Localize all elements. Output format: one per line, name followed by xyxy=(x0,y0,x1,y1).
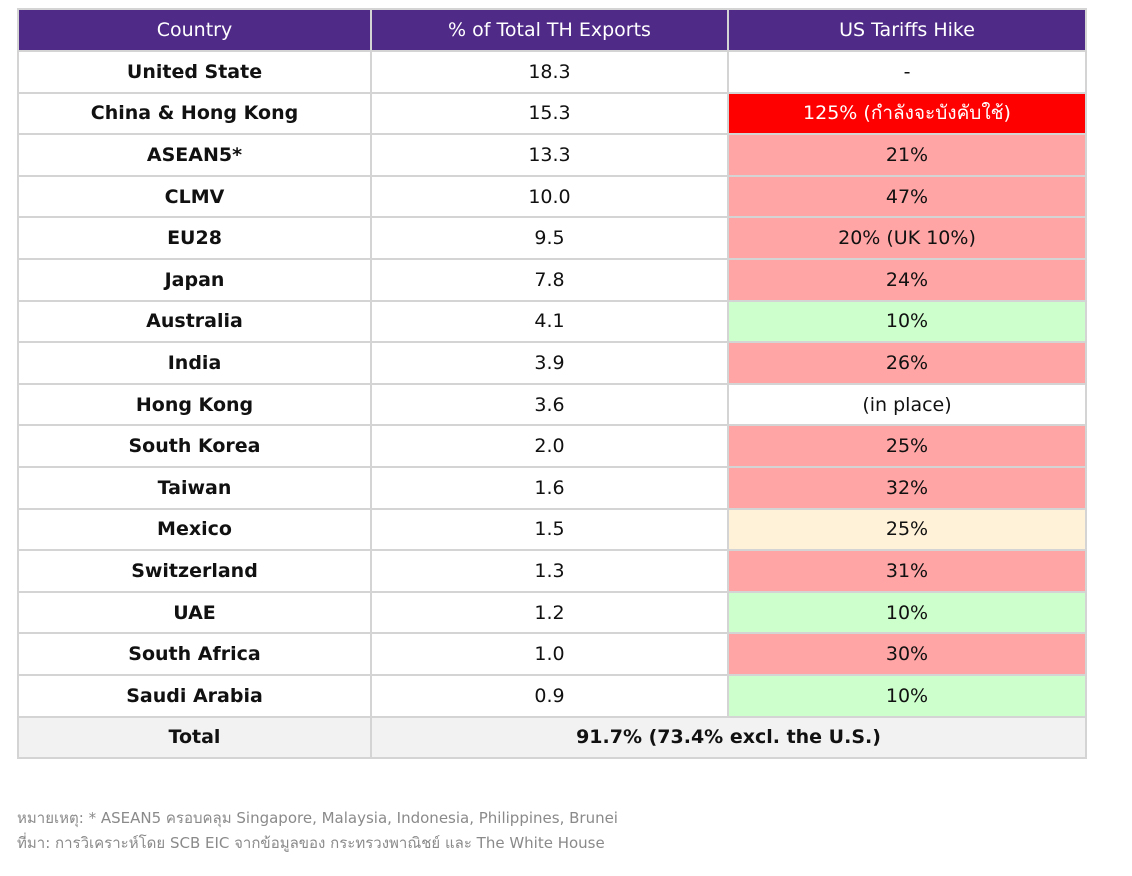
tariff-cell: 10% xyxy=(727,590,1087,635)
table-row: India 3.9 26% xyxy=(17,341,1087,385)
export-share-cell: 3.6 xyxy=(370,382,729,427)
table-row: Taiwan 1.6 32% xyxy=(17,465,1087,510)
table-body: United State 18.3- China & Hong Kong 15.3 12… xyxy=(17,50,1087,718)
export-share-cell: 9.5 xyxy=(370,216,729,260)
tariff-cell: 10% xyxy=(727,673,1087,718)
table-row: Saudi Arabia 0.9 10% xyxy=(17,673,1087,718)
export-share-cell: 13.3 xyxy=(370,133,729,177)
tariff-cell: 21% xyxy=(727,133,1087,177)
total-row: Total 91.7% (73.4% excl. the U.S.) xyxy=(17,715,1087,760)
tariff-table: Country % of Total TH Exports US Tariffs… xyxy=(17,8,1087,760)
country-cell: Saudi Arabia xyxy=(17,673,372,718)
country-cell: Mexico xyxy=(17,507,372,552)
table-row: South Africa 1.0 30% xyxy=(17,632,1087,676)
table-row: EU28 9.5 20% (UK 10%) xyxy=(17,216,1087,260)
export-share-cell: 2.0 xyxy=(370,424,729,468)
header-share: % of Total TH Exports xyxy=(370,8,729,52)
tariff-cell: 26% xyxy=(727,341,1087,385)
export-share-cell: 4.1 xyxy=(370,299,729,344)
table-row: Switzerland 1.3 31% xyxy=(17,549,1087,593)
country-cell: South Africa xyxy=(17,632,372,676)
country-cell: Australia xyxy=(17,299,372,344)
country-cell: ASEAN5* xyxy=(17,133,372,177)
table-row: ASEAN5* 13.3 21% xyxy=(17,133,1087,177)
header-country: Country xyxy=(17,8,372,52)
tariff-cell: 10% xyxy=(727,299,1087,344)
country-cell: Hong Kong xyxy=(17,382,372,427)
tariff-cell: (in place) xyxy=(727,382,1087,427)
country-cell: Taiwan xyxy=(17,465,372,510)
country-cell: CLMV xyxy=(17,174,372,219)
export-share-cell: 0.9 xyxy=(370,673,729,718)
footnotes: หมายเหตุ: * ASEAN5 ครอบคลุม Singapore, M… xyxy=(17,806,618,856)
tariff-cell: 125% (กำลังจะบังคับใช้) xyxy=(727,91,1087,136)
export-share-cell: 3.9 xyxy=(370,341,729,385)
total-label: Total xyxy=(17,715,372,760)
country-cell: Japan xyxy=(17,257,372,302)
footnote-source: ที่มา: การวิเคราะห์โดย SCB EIC จากข้อมูล… xyxy=(17,834,605,852)
table-row: United State 18.3- xyxy=(17,50,1087,94)
tariff-cell: 25% xyxy=(727,424,1087,468)
tariff-cell: 20% (UK 10%) xyxy=(727,216,1087,260)
table-header-row: Country % of Total TH Exports US Tariffs… xyxy=(17,8,1087,52)
table-row: CLMV 10.0 47% xyxy=(17,174,1087,219)
table-row: Mexico 1.5 25% xyxy=(17,507,1087,552)
tariff-cell: 31% xyxy=(727,549,1087,593)
export-share-cell: 1.5 xyxy=(370,507,729,552)
export-share-cell: 1.0 xyxy=(370,632,729,676)
export-share-cell: 1.6 xyxy=(370,465,729,510)
tariff-cell: 25% xyxy=(727,507,1087,552)
tariff-cell: - xyxy=(727,50,1087,94)
table-row: China & Hong Kong 15.3 125% (กำลังจะบังคับ… xyxy=(17,91,1087,136)
country-cell: China & Hong Kong xyxy=(17,91,372,136)
table-row: UAE 1.2 10% xyxy=(17,590,1087,635)
tariff-cell: 47% xyxy=(727,174,1087,219)
header-tariff: US Tariffs Hike xyxy=(727,8,1087,52)
export-share-cell: 1.2 xyxy=(370,590,729,635)
tariff-table-container: Country % of Total TH Exports US Tariffs… xyxy=(17,8,1087,760)
country-cell: UAE xyxy=(17,590,372,635)
country-cell: India xyxy=(17,341,372,385)
country-cell: South Korea xyxy=(17,424,372,468)
table-row: South Korea 2.0 25% xyxy=(17,424,1087,468)
export-share-cell: 7.8 xyxy=(370,257,729,302)
export-share-cell: 1.3 xyxy=(370,549,729,593)
tariff-cell: 32% xyxy=(727,465,1087,510)
country-cell: United State xyxy=(17,50,372,94)
table-row: Hong Kong 3.6 (in place) xyxy=(17,382,1087,427)
table-row: Australia 4.1 10% xyxy=(17,299,1087,344)
country-cell: Switzerland xyxy=(17,549,372,593)
footnote-note: หมายเหตุ: * ASEAN5 ครอบคลุม Singapore, M… xyxy=(17,809,618,827)
total-value: 91.7% (73.4% excl. the U.S.) xyxy=(370,715,1087,760)
tariff-cell: 24% xyxy=(727,257,1087,302)
export-share-cell: 18.3 xyxy=(370,50,729,94)
export-share-cell: 15.3 xyxy=(370,91,729,136)
table-row: Japan 7.8 24% xyxy=(17,257,1087,302)
country-cell: EU28 xyxy=(17,216,372,260)
tariff-cell: 30% xyxy=(727,632,1087,676)
export-share-cell: 10.0 xyxy=(370,174,729,219)
